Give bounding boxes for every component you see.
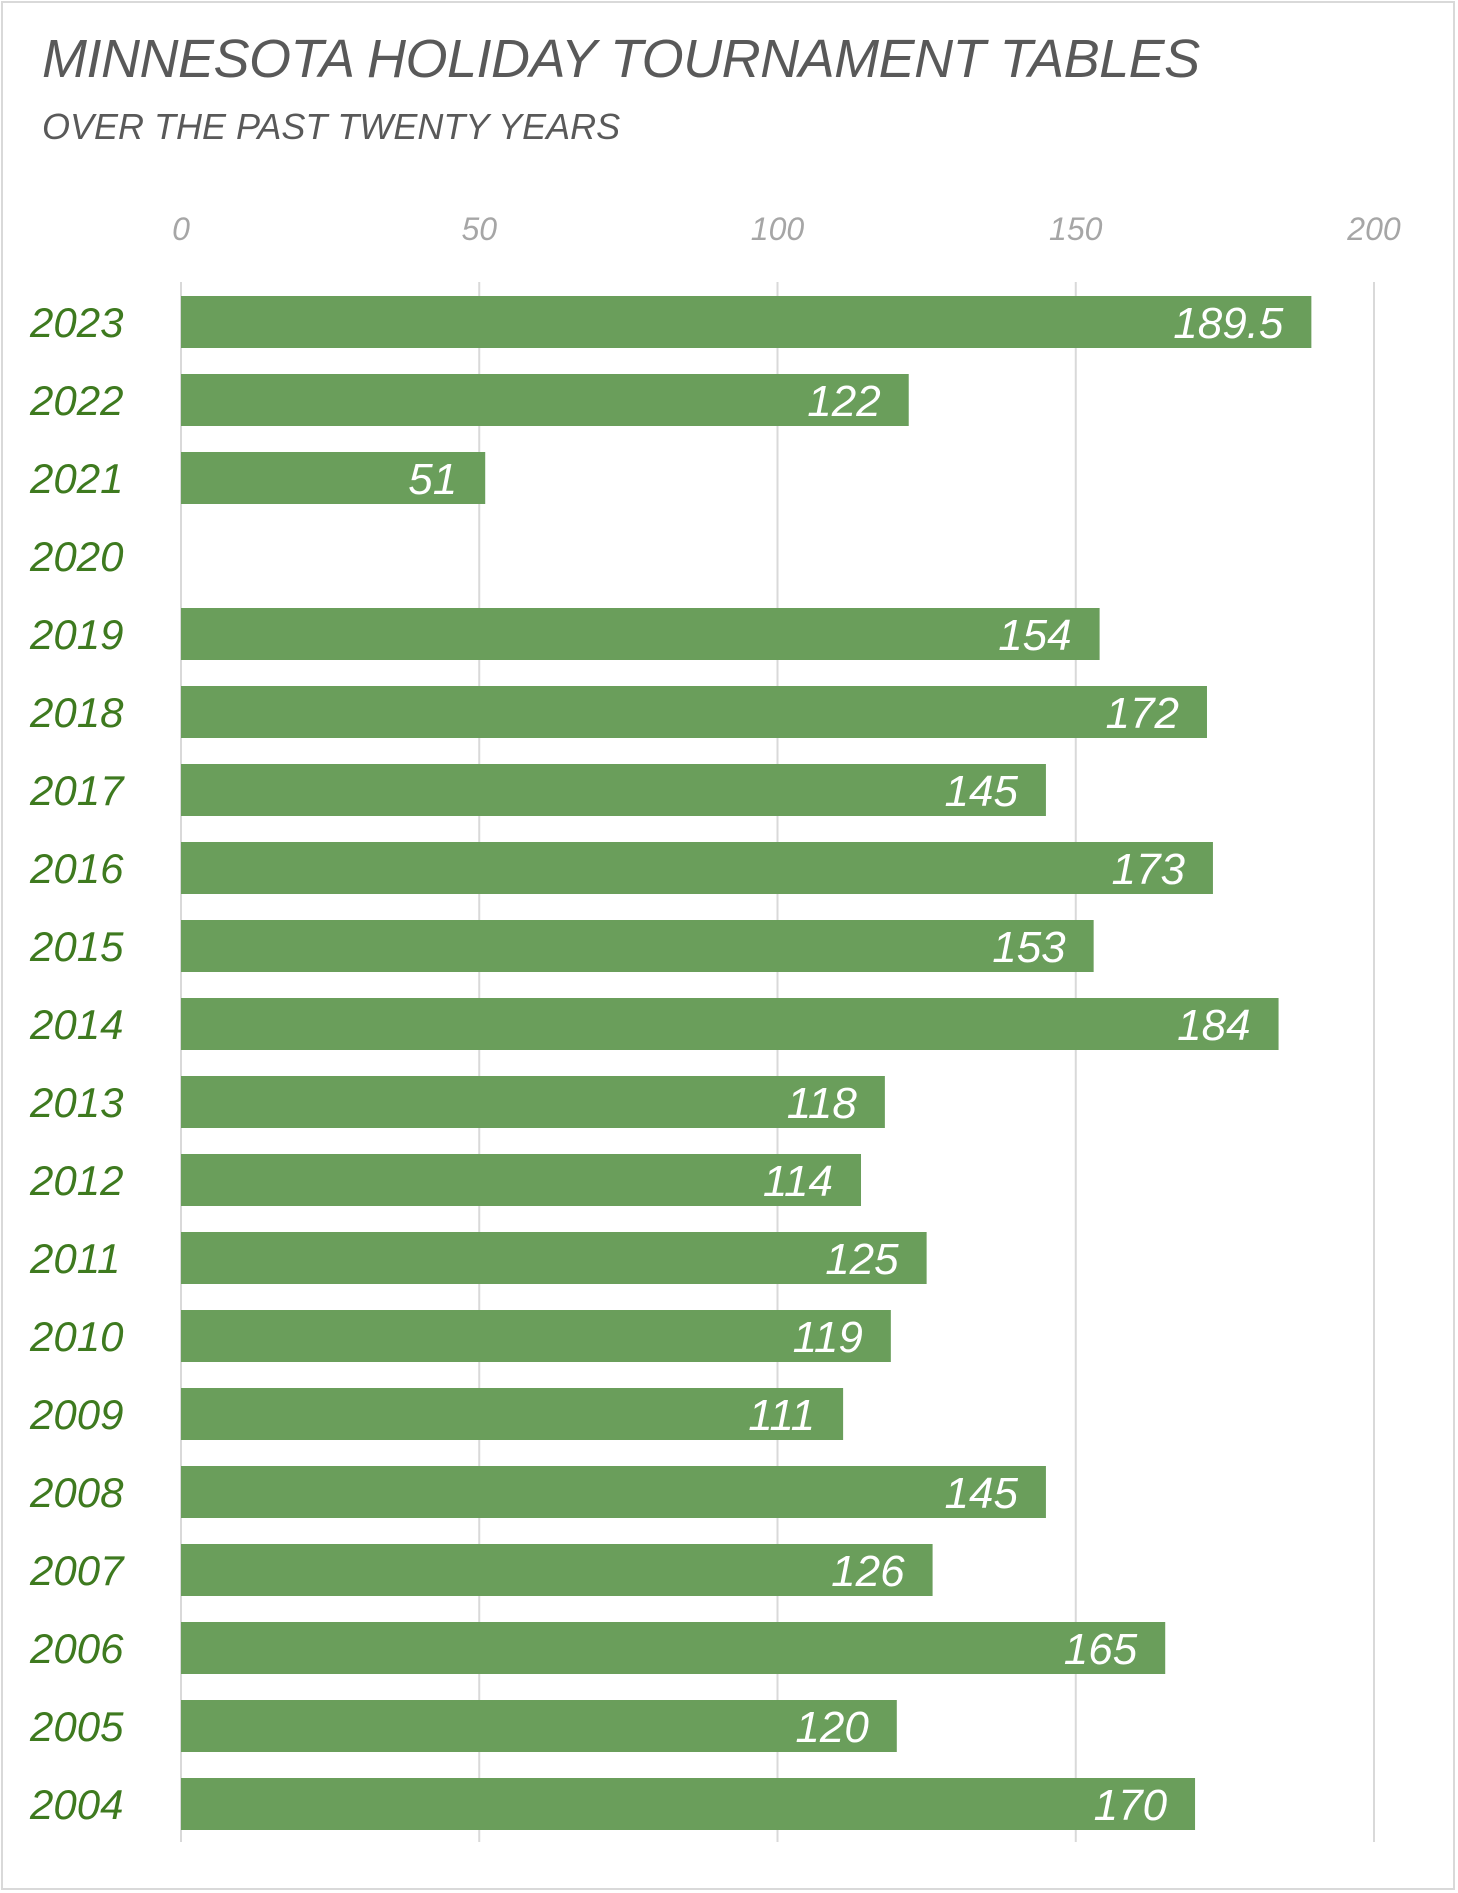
category-label: 2010 [29,1313,124,1360]
data-label: 184 [1177,1001,1250,1050]
bar [181,1622,1166,1674]
data-label: 154 [998,611,1071,660]
data-label: 189.5 [1173,299,1284,348]
data-label: 125 [825,1235,899,1284]
category-label: 2022 [29,377,123,424]
data-label: 114 [763,1157,833,1206]
category-label: 2006 [29,1625,124,1672]
data-label: 122 [807,377,880,426]
bar [181,686,1207,738]
category-label: 2008 [29,1469,124,1516]
data-label: 145 [945,1469,1019,1518]
category-label: 2007 [29,1547,125,1594]
bar [181,1232,927,1284]
bar [181,296,1312,348]
bar [181,1388,844,1440]
data-label: 173 [1112,845,1186,894]
category-label: 2017 [29,767,125,814]
bar [181,1700,897,1752]
bar [181,1778,1196,1830]
bar [181,374,909,426]
bar [181,842,1213,894]
category-label: 2011 [29,1235,120,1282]
category-label: 2015 [29,923,124,970]
data-label: 153 [992,923,1066,972]
data-label: 118 [787,1079,858,1128]
x-tick-label: 200 [1346,211,1401,247]
data-label: 119 [793,1313,863,1362]
category-label: 2018 [29,689,124,736]
bar [181,1466,1046,1518]
data-label: 172 [1106,689,1179,738]
bar [181,1154,862,1206]
category-label: 2023 [29,299,123,346]
data-label: 126 [831,1547,905,1596]
data-label: 165 [1064,1625,1138,1674]
chart-title: MINNESOTA HOLIDAY TOURNAMENT TABLES [42,29,1200,89]
category-label: 2019 [29,611,123,658]
category-label: 2004 [29,1781,123,1828]
category-label: 2014 [29,1001,123,1048]
data-label: 170 [1094,1781,1168,1830]
data-label: 51 [408,455,457,504]
bar [181,920,1094,972]
data-label: 120 [795,1703,869,1752]
category-label: 2005 [29,1703,124,1750]
bar [181,452,486,504]
category-label: 2009 [29,1391,123,1438]
bar [181,1310,891,1362]
bar [181,764,1046,816]
category-label: 2016 [29,845,124,892]
x-tick-label: 150 [1049,211,1103,247]
x-tick-label: 0 [172,211,190,247]
x-tick-label: 100 [751,211,805,247]
category-label: 2012 [29,1157,123,1204]
bar [181,1076,885,1128]
category-label: 2021 [29,455,123,502]
bar [181,608,1100,660]
bar [181,1544,933,1596]
chart-subtitle: OVER THE PAST TWENTY YEARS [42,106,621,147]
category-label: 2013 [29,1079,123,1126]
x-tick-label: 50 [461,211,497,247]
data-label: 145 [945,767,1019,816]
category-label: 2020 [29,533,124,580]
bar [181,998,1279,1050]
data-label: 111 [748,1391,815,1440]
